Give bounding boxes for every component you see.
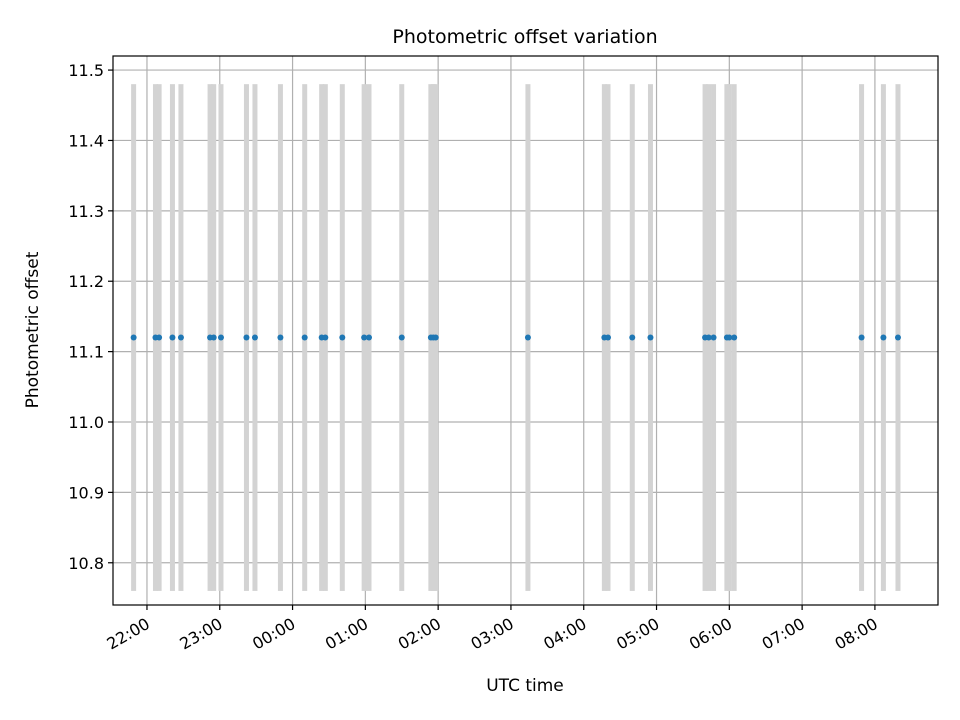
data-point [130, 334, 137, 341]
y-tick-label: 10.9 [68, 483, 104, 502]
data-point [322, 334, 329, 341]
data-point [251, 334, 258, 341]
data-point [629, 334, 636, 341]
data-point [524, 334, 531, 341]
y-axis-ticks: 10.8 10.9 11.0 11.1 11.2 11.3 11.4 11.5 [68, 61, 113, 573]
data-point [365, 334, 372, 341]
y-tick-label: 11.0 [68, 413, 104, 432]
data-points [130, 334, 901, 341]
data-point [432, 334, 439, 341]
data-point [361, 334, 368, 341]
data-point [858, 334, 865, 341]
y-tick-label: 11.3 [68, 202, 104, 221]
chart-title: Photometric offset variation [392, 26, 657, 48]
data-point [647, 334, 654, 341]
data-point [339, 334, 346, 341]
x-axis-label: UTC time [486, 676, 564, 696]
plot-frame [112, 55, 939, 606]
data-point [301, 334, 308, 341]
y-tick-label: 11.1 [68, 343, 104, 362]
data-point [880, 334, 887, 341]
data-point [894, 334, 901, 341]
data-point [277, 334, 284, 341]
data-point [243, 334, 250, 341]
y-tick-label: 11.5 [68, 61, 104, 80]
data-point [731, 334, 738, 341]
data-point [169, 334, 176, 341]
y-tick-label: 11.2 [68, 272, 104, 291]
y-tick-label: 10.8 [68, 554, 104, 573]
data-point [726, 334, 733, 341]
data-point [217, 334, 224, 341]
data-point [210, 334, 217, 341]
data-point [156, 334, 163, 341]
data-point [398, 334, 405, 341]
data-point [710, 334, 717, 341]
data-point [705, 334, 712, 341]
data-point [177, 334, 184, 341]
data-point [605, 334, 611, 341]
y-axis-label: Photometric offset [23, 251, 43, 408]
y-tick-label: 11.4 [68, 131, 104, 150]
